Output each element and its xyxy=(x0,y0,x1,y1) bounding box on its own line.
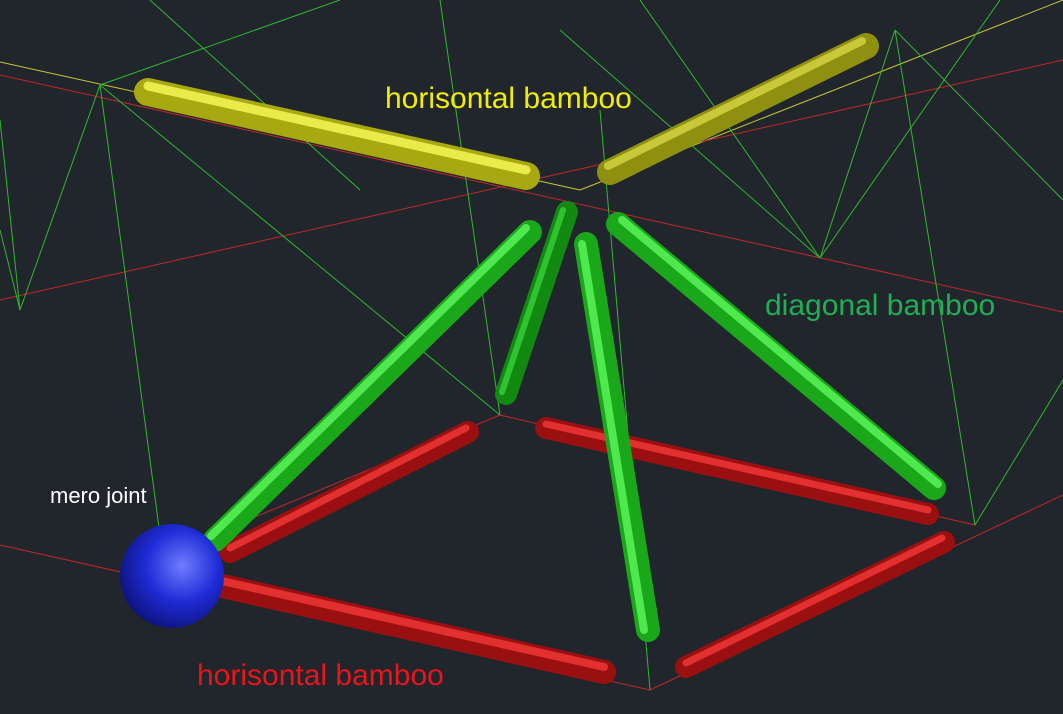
label: horisontal bamboo xyxy=(197,659,444,692)
label: mero joint xyxy=(50,483,147,508)
label: diagonal bamboo xyxy=(765,289,995,322)
diagram: horisontal bamboo diagonal bamboo mero j… xyxy=(0,0,1063,714)
mero-joint xyxy=(120,524,224,628)
label: horisontal bamboo xyxy=(385,82,632,115)
